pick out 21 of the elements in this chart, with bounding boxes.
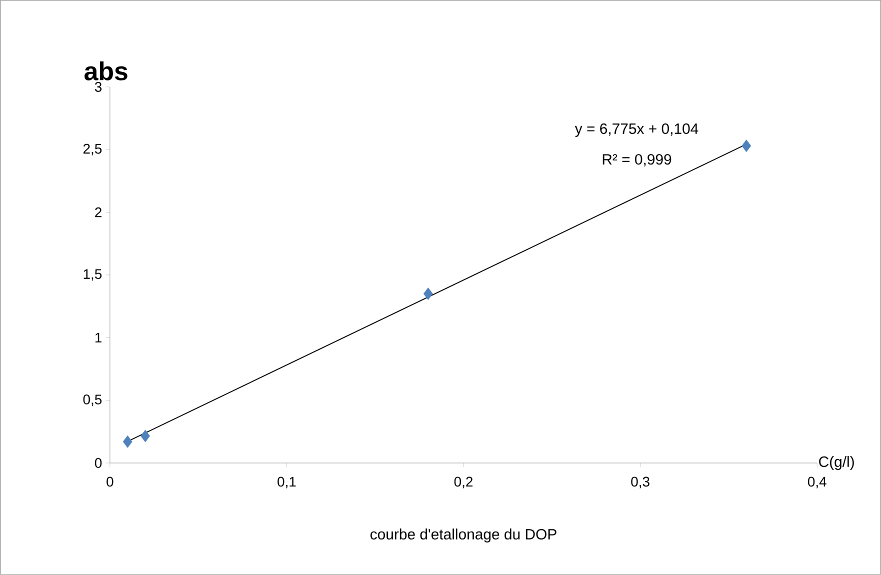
- annotation: y = 6,775x + 0,104: [574, 123, 698, 137]
- point: [742, 140, 752, 152]
- y-tick-label: 1: [95, 332, 102, 342]
- y-tick-label: 1,5: [84, 269, 102, 281]
- annotation: R² = 0,999: [602, 154, 672, 166]
- point: [140, 430, 150, 442]
- y-tick-label: 0: [94, 458, 102, 468]
- x-tick-label: 0: [106, 476, 114, 487]
- x-tick-label: 0,2: [454, 476, 473, 488]
- x-tick-label: 0,1: [278, 476, 296, 488]
- y-axis-title: abs: [84, 61, 128, 80]
- point: [423, 288, 433, 300]
- y-tick-label: 0,5: [83, 394, 102, 406]
- y-tick-label: 2: [95, 207, 102, 218]
- x-tick-label: 0,4: [808, 476, 826, 488]
- point: [122, 436, 132, 448]
- x-tick-label: 0,3: [631, 476, 650, 488]
- y-tick-label: 3: [94, 82, 102, 92]
- y-tick-label: 2,5: [83, 144, 102, 156]
- x-axis-title: C(g/l): [819, 456, 854, 470]
- text: courbe d'etallonage du DOP: [370, 528, 556, 543]
